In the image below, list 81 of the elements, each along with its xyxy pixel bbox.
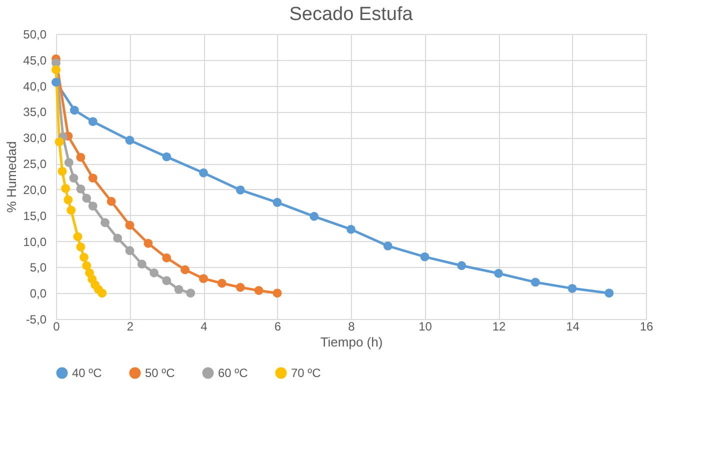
point bbox=[69, 174, 78, 183]
point bbox=[52, 78, 60, 87]
point bbox=[137, 260, 146, 269]
y-tick-label: 35,0 bbox=[23, 105, 47, 120]
x-tick-label: 14 bbox=[566, 320, 580, 334]
point bbox=[186, 288, 196, 298]
point bbox=[113, 234, 122, 243]
y-tick-label: 40,0 bbox=[23, 79, 47, 94]
point bbox=[64, 195, 73, 204]
point bbox=[88, 174, 98, 183]
point bbox=[199, 168, 208, 178]
point bbox=[180, 265, 190, 274]
point bbox=[76, 184, 86, 194]
point bbox=[125, 136, 134, 145]
point bbox=[70, 106, 79, 115]
point bbox=[174, 285, 184, 294]
point bbox=[80, 252, 88, 262]
y-tick-label: 5,0 bbox=[30, 260, 47, 275]
x-tick-label: 10 bbox=[418, 320, 432, 334]
point bbox=[73, 232, 82, 242]
x-tick-label: 4 bbox=[200, 320, 208, 334]
legend-label: 40 ºC bbox=[72, 366, 102, 380]
point bbox=[236, 186, 245, 194]
point bbox=[150, 268, 159, 278]
y-tick-label: 45,0 bbox=[23, 53, 47, 68]
point bbox=[346, 224, 356, 234]
point bbox=[52, 65, 60, 74]
y-tick-label: 0,0 bbox=[30, 286, 47, 301]
x-tick-label: 12 bbox=[492, 320, 506, 334]
legend-label: 50 ºC bbox=[145, 366, 176, 380]
y-axis-title: % Humedad bbox=[4, 141, 20, 213]
point bbox=[100, 218, 110, 228]
y-tick-label: 15,0 bbox=[23, 208, 47, 223]
point bbox=[199, 274, 208, 284]
point bbox=[144, 238, 153, 248]
point bbox=[66, 206, 76, 215]
chart-title: Secado Estufa bbox=[289, 4, 414, 25]
point bbox=[64, 158, 74, 167]
point bbox=[272, 288, 282, 298]
point bbox=[88, 202, 98, 210]
point bbox=[76, 152, 86, 162]
point bbox=[125, 220, 134, 230]
point bbox=[217, 278, 226, 288]
point bbox=[88, 117, 98, 126]
legend-label: 60 ºC bbox=[218, 366, 248, 380]
point bbox=[272, 198, 282, 207]
point bbox=[54, 137, 64, 146]
point bbox=[494, 268, 503, 278]
y-tick-label: 10,0 bbox=[23, 234, 47, 249]
point bbox=[530, 278, 540, 287]
y-tick-label: -5,0 bbox=[26, 312, 47, 326]
point bbox=[420, 252, 430, 262]
y-tick-label: 20,0 bbox=[23, 182, 47, 197]
point bbox=[604, 288, 614, 298]
x-tick-label: 8 bbox=[348, 320, 356, 334]
legend-label: 70 ºC bbox=[291, 366, 322, 380]
point bbox=[61, 184, 70, 193]
x-axis-title: Tiempo (h) bbox=[320, 334, 383, 350]
point bbox=[82, 194, 92, 203]
x-tick-label: 6 bbox=[274, 320, 282, 334]
point bbox=[162, 253, 172, 262]
y-tick-label: 30,0 bbox=[23, 131, 47, 146]
y-tick-label: 50,0 bbox=[23, 28, 47, 42]
point bbox=[310, 212, 319, 221]
point bbox=[106, 196, 116, 206]
point bbox=[82, 261, 92, 270]
point bbox=[568, 284, 577, 293]
x-tick-label: 2 bbox=[126, 320, 134, 334]
point bbox=[162, 152, 172, 162]
point bbox=[162, 276, 172, 286]
x-tick-label: 16 bbox=[640, 320, 654, 334]
point bbox=[457, 261, 466, 270]
point bbox=[236, 282, 245, 292]
point bbox=[58, 166, 67, 176]
point bbox=[125, 246, 134, 256]
point bbox=[76, 242, 86, 252]
point bbox=[98, 288, 107, 298]
y-tick-label: 25,0 bbox=[23, 157, 47, 172]
point bbox=[383, 241, 392, 250]
point bbox=[254, 286, 264, 295]
x-tick-label: 0 bbox=[53, 320, 60, 334]
